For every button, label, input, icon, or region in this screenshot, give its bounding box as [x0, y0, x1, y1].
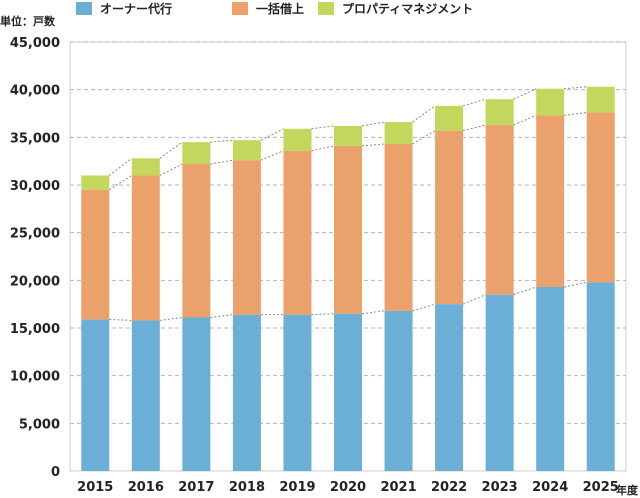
- x-tick-label: 2024: [532, 480, 568, 495]
- y-tick-label: 10,000: [10, 370, 60, 385]
- connector-line: [564, 112, 587, 116]
- connector-line: [361, 310, 385, 315]
- connector-line: [210, 314, 233, 319]
- bar-segment: [586, 86, 615, 113]
- bar-segment: [232, 140, 261, 161]
- bar-segment: [131, 158, 160, 176]
- bar-segment: [182, 164, 211, 318]
- x-axis-ticks: 2015 2016 2017 2018 2019 2020 2021 2022 2023 2024…: [77, 480, 619, 495]
- bar-segment: [435, 130, 464, 305]
- y-tick-label: 5,000: [19, 417, 60, 432]
- bar-segment: [536, 88, 565, 116]
- legend-swatch: [318, 2, 334, 15]
- connector-line: [159, 317, 183, 321]
- bar-segment: [232, 160, 261, 315]
- bar-segment: [81, 189, 110, 320]
- connector-line: [210, 139, 233, 143]
- bar-segment: [131, 320, 160, 471]
- connector-line: [311, 313, 335, 316]
- connector-line: [564, 281, 587, 288]
- y-tick-label: 0: [51, 465, 60, 480]
- connector-line: [462, 98, 486, 107]
- bar-segment: [334, 145, 362, 314]
- x-tick-label: 2023: [482, 480, 518, 495]
- connector-line: [260, 128, 284, 141]
- bars: [81, 86, 615, 471]
- connector-line: [260, 150, 284, 161]
- connector-line: [564, 86, 587, 90]
- x-tick-label: 2020: [330, 480, 366, 495]
- y-tick-label: 45,000: [10, 36, 60, 51]
- x-tick-label: 2022: [431, 480, 467, 495]
- y-axis-unit-label: 単位：戸数: [0, 14, 56, 28]
- connector-line: [159, 163, 183, 176]
- bar-segment: [334, 313, 362, 471]
- bar-segment: [536, 287, 565, 471]
- x-tick-label: 2018: [229, 480, 265, 495]
- bar-segment: [81, 175, 110, 190]
- legend: オーナー代行 一括借上 プロパティマネジメント: [76, 1, 473, 16]
- bar-segment: [384, 310, 413, 471]
- connector-line: [412, 303, 436, 312]
- x-tick-label: 2015: [77, 480, 113, 495]
- bar-segment: [586, 282, 615, 471]
- bar-segment: [485, 294, 514, 471]
- bar-segment: [384, 144, 413, 311]
- connector-line: [412, 130, 436, 145]
- bar-segment: [384, 122, 413, 145]
- bar-segment: [283, 128, 312, 151]
- bar-segment: [131, 175, 160, 321]
- y-tick-label: 20,000: [10, 274, 60, 289]
- x-tick-label: 2021: [380, 480, 416, 495]
- bar-segment: [283, 314, 312, 471]
- bar-segment: [586, 112, 615, 283]
- x-tick-label: 2019: [279, 480, 315, 495]
- bar-segment: [485, 99, 514, 125]
- connector-line: [311, 145, 335, 152]
- connector-line: [462, 124, 486, 132]
- connector-line: [108, 157, 133, 176]
- y-tick-label: 40,000: [10, 84, 60, 99]
- y-axis-ticks: 0 5,000 10,000 15,000 20,000 25,000 30,000 35,0…: [10, 36, 60, 480]
- y-tick-label: 15,000: [10, 322, 60, 337]
- x-tick-label: 2025: [583, 480, 619, 495]
- connector-line: [361, 121, 385, 127]
- connector-line: [513, 114, 537, 126]
- connector-line: [210, 159, 233, 165]
- x-tick-label: 2017: [178, 480, 214, 495]
- connector-line: [513, 88, 537, 100]
- connector-line: [361, 143, 385, 147]
- legend-label: プロパティマネジメント: [342, 1, 473, 16]
- legend-label: オーナー代行: [100, 1, 172, 16]
- y-tick-label: 30,000: [10, 179, 60, 194]
- bar-segment: [182, 142, 211, 165]
- connector-line: [159, 141, 183, 159]
- bar-segment: [232, 314, 261, 471]
- connector-line: [109, 175, 133, 191]
- legend-swatch: [76, 2, 92, 15]
- connector-line: [109, 318, 132, 321]
- x-axis-label: 年度: [616, 483, 639, 497]
- bar-segment: [81, 319, 110, 471]
- connector-line: [462, 294, 486, 305]
- connector-line: [412, 105, 436, 123]
- connector-lines: [108, 86, 587, 321]
- connector-line: [311, 125, 335, 130]
- x-tick-label: 2016: [128, 480, 164, 495]
- legend-swatch: [232, 2, 248, 15]
- legend-label: 一括借上: [256, 1, 304, 16]
- bar-segment: [435, 105, 464, 131]
- bar-segment: [182, 317, 211, 471]
- bar-segment: [283, 150, 312, 315]
- bar-segment: [435, 304, 464, 471]
- bar-segment: [485, 124, 514, 295]
- y-tick-label: 25,000: [10, 227, 60, 242]
- connector-line: [513, 286, 537, 296]
- bar-segment: [536, 115, 565, 288]
- y-tick-label: 35,000: [10, 131, 60, 146]
- bar-segment: [334, 125, 362, 146]
